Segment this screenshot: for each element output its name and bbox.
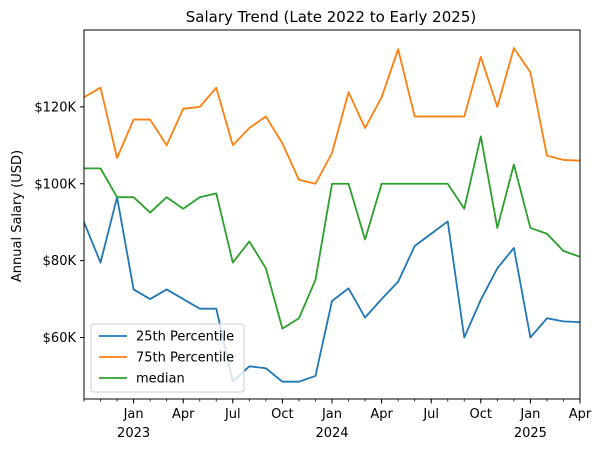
chart-title: Salary Trend (Late 2022 to Early 2025) [186,8,476,26]
x-tick-label: Apr [569,407,592,422]
axes: $60K $80K $100K $120K Jan 2023 Apr Jul Oct Jan 202… [34,29,592,441]
legend-label: 25th Percentile [136,330,234,345]
legend-label: median [136,372,185,387]
x-tick-label: Jul [422,407,439,422]
y-tick-label: $60K [43,331,77,346]
y-tick-label: $80K [43,254,77,269]
series-lines [84,47,580,383]
x-tick-year-label: 2023 [117,426,150,441]
x-tick-label: Jan [519,407,540,422]
x-tick-label: Jul [224,407,241,422]
x-tick-label: Oct [470,407,492,422]
y-tick-label: $120K [34,100,76,115]
legend-label: 75th Percentile [136,351,234,366]
x-tick-year-label: 2025 [514,426,547,441]
x-tick-label: Jan [321,407,342,422]
series-line-1 [84,196,580,383]
legend-box [90,323,245,393]
series-line-2 [84,47,580,185]
x-tick-label: Apr [370,407,393,422]
y-tick-label: $100K [34,177,76,192]
legend: 25th Percentile 75th Percentile median [90,323,245,393]
y-axis-label: Annual Salary (USD) [10,150,25,282]
series-line-3 [84,135,580,330]
x-tick-year-label: 2024 [315,426,348,441]
x-tick-label: Apr [172,407,195,422]
x-tick-label: Oct [271,407,293,422]
x-tick-label: Jan [123,407,144,422]
